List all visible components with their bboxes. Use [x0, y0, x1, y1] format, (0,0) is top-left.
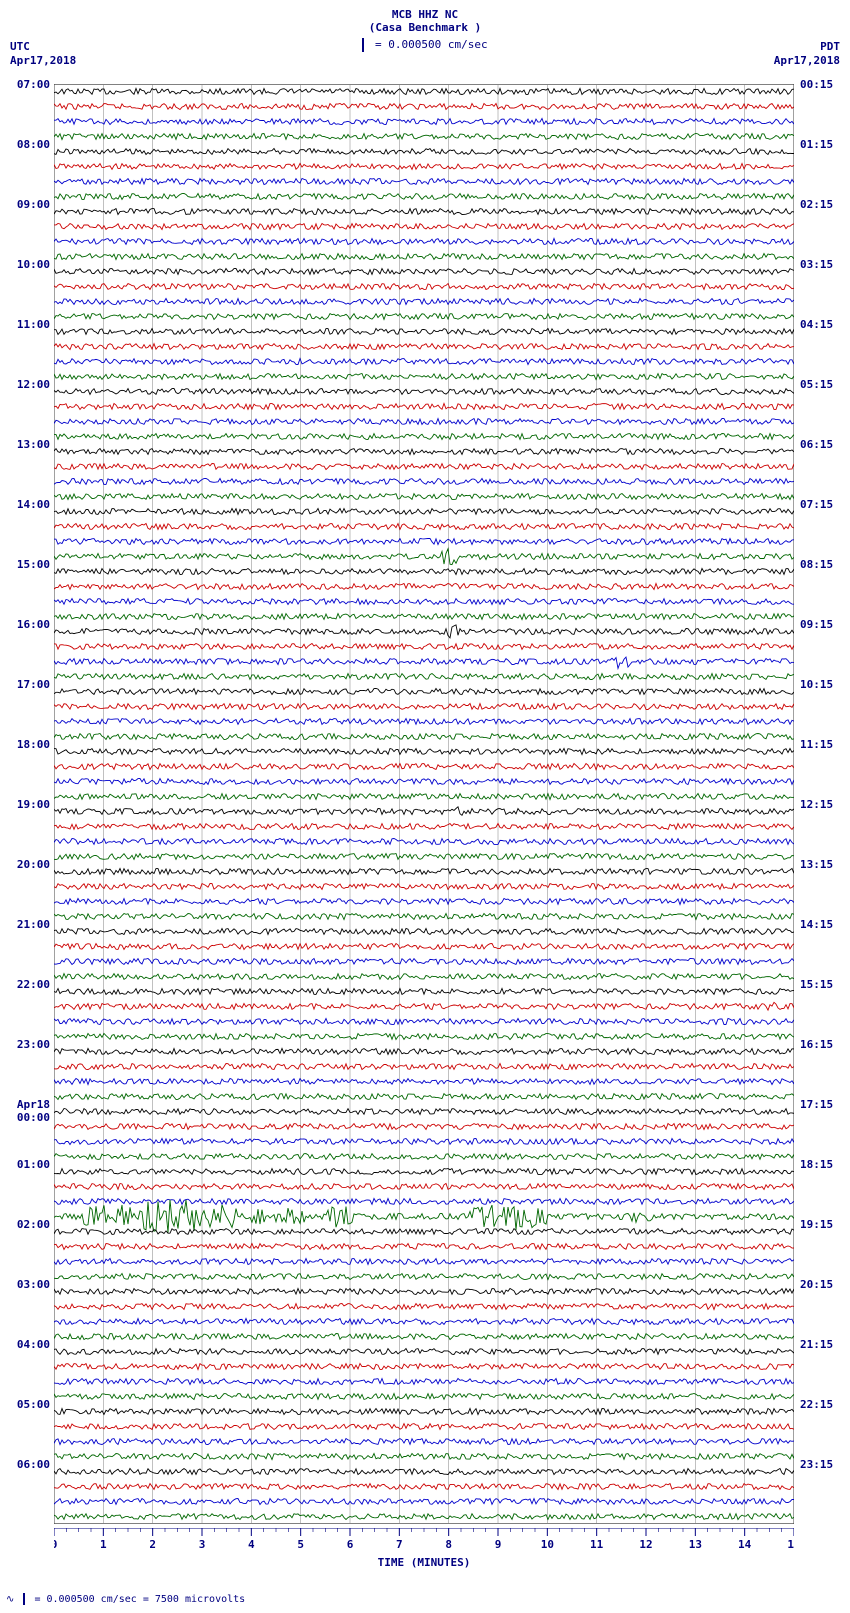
utc-hour-label: 02:00 — [17, 1218, 50, 1231]
pdt-hour-label: 16:15 — [800, 1038, 833, 1051]
svg-text:5: 5 — [297, 1538, 304, 1551]
utc-hour-label: 07:00 — [17, 78, 50, 91]
footer-text: = 0.000500 cm/sec = 7500 microvolts — [34, 1594, 245, 1605]
utc-hour-label: 20:00 — [17, 858, 50, 871]
pdt-hour-label: 19:15 — [800, 1218, 833, 1231]
pdt-hour-label: 09:15 — [800, 618, 833, 631]
seismogram-page: MCB HHZ NC (Casa Benchmark ) = 0.000500 … — [0, 0, 850, 1613]
pdt-hour-label: 12:15 — [800, 798, 833, 811]
utc-hour-label: 15:00 — [17, 558, 50, 571]
station-title: MCB HHZ NC — [0, 8, 850, 21]
pdt-hour-label: 10:15 — [800, 678, 833, 691]
header: MCB HHZ NC (Casa Benchmark ) = 0.000500 … — [0, 8, 850, 52]
pdt-hour-label: 00:15 — [800, 78, 833, 91]
pdt-hour-label: 18:15 — [800, 1158, 833, 1171]
pdt-hour-label: 03:15 — [800, 258, 833, 271]
utc-hour-label: 18:00 — [17, 738, 50, 751]
svg-text:12: 12 — [639, 1538, 652, 1551]
utc-hour-label: 14:00 — [17, 498, 50, 511]
utc-hour-label: 12:00 — [17, 378, 50, 391]
scale-label: = 0.000500 cm/sec — [375, 38, 488, 51]
footer-prefix: ∿ — [6, 1594, 14, 1605]
svg-text:3: 3 — [199, 1538, 206, 1551]
utc-hour-label: 16:00 — [17, 618, 50, 631]
x-axis-label: TIME (MINUTES) — [54, 1556, 794, 1569]
svg-text:13: 13 — [689, 1538, 702, 1551]
svg-text:8: 8 — [445, 1538, 452, 1551]
pdt-hour-label: 05:15 — [800, 378, 833, 391]
utc-hour-label: 21:00 — [17, 918, 50, 931]
svg-text:6: 6 — [347, 1538, 354, 1551]
scale-bar-icon — [362, 38, 364, 52]
date-right: Apr17,2018 — [774, 54, 840, 67]
date-left: Apr17,2018 — [10, 54, 76, 67]
pdt-hour-label: 13:15 — [800, 858, 833, 871]
utc-hour-label: 09:00 — [17, 198, 50, 211]
utc-hour-label: 08:00 — [17, 138, 50, 151]
utc-hour-label: 06:00 — [17, 1458, 50, 1471]
svg-text:4: 4 — [248, 1538, 255, 1551]
utc-hour-label: 13:00 — [17, 438, 50, 451]
svg-text:2: 2 — [149, 1538, 156, 1551]
pdt-hour-label: 08:15 — [800, 558, 833, 571]
svg-text:9: 9 — [495, 1538, 502, 1551]
pdt-hour-label: 15:15 — [800, 978, 833, 991]
helicorder-plot — [54, 84, 794, 1524]
pdt-hour-label: 06:15 — [800, 438, 833, 451]
scale-indicator: = 0.000500 cm/sec — [0, 38, 850, 52]
pdt-hour-label: 11:15 — [800, 738, 833, 751]
svg-text:10: 10 — [541, 1538, 554, 1551]
utc-hour-label: 19:00 — [17, 798, 50, 811]
utc-time-labels: 07:0008:0009:0010:0011:0012:0013:0014:00… — [4, 84, 52, 1524]
utc-hour-label: 23:00 — [17, 1038, 50, 1051]
pdt-hour-label: 21:15 — [800, 1338, 833, 1351]
utc-hour-label: 01:00 — [17, 1158, 50, 1171]
utc-hour-label: 17:00 — [17, 678, 50, 691]
pdt-hour-label: 04:15 — [800, 318, 833, 331]
footer-scale-bar-icon — [23, 1593, 25, 1605]
footer-scale: ∿ = 0.000500 cm/sec = 7500 microvolts — [6, 1593, 245, 1605]
pdt-hour-label: 01:15 — [800, 138, 833, 151]
utc-hour-label: 11:00 — [17, 318, 50, 331]
pdt-hour-label: 02:15 — [800, 198, 833, 211]
pdt-hour-label: 17:15 — [800, 1098, 833, 1111]
seismogram-svg — [54, 84, 794, 1524]
utc-hour-label: 22:00 — [17, 978, 50, 991]
location-title: (Casa Benchmark ) — [0, 21, 850, 34]
timezone-left: UTC — [10, 40, 30, 53]
svg-text:15: 15 — [787, 1538, 794, 1551]
pdt-time-labels: 00:1501:1502:1503:1504:1505:1506:1507:15… — [798, 84, 846, 1524]
utc-hour-label: 04:00 — [17, 1338, 50, 1351]
pdt-hour-label: 07:15 — [800, 498, 833, 511]
svg-text:1: 1 — [100, 1538, 107, 1551]
utc-hour-label: 05:00 — [17, 1398, 50, 1411]
svg-text:7: 7 — [396, 1538, 403, 1551]
utc-hour-label: Apr1800:00 — [17, 1098, 50, 1124]
timezone-right: PDT — [820, 40, 840, 53]
pdt-hour-label: 14:15 — [800, 918, 833, 931]
svg-text:0: 0 — [54, 1538, 57, 1551]
pdt-hour-label: 23:15 — [800, 1458, 833, 1471]
pdt-hour-label: 22:15 — [800, 1398, 833, 1411]
utc-hour-label: 10:00 — [17, 258, 50, 271]
utc-hour-label: 03:00 — [17, 1278, 50, 1291]
svg-text:11: 11 — [590, 1538, 604, 1551]
svg-text:14: 14 — [738, 1538, 752, 1551]
pdt-hour-label: 20:15 — [800, 1278, 833, 1291]
